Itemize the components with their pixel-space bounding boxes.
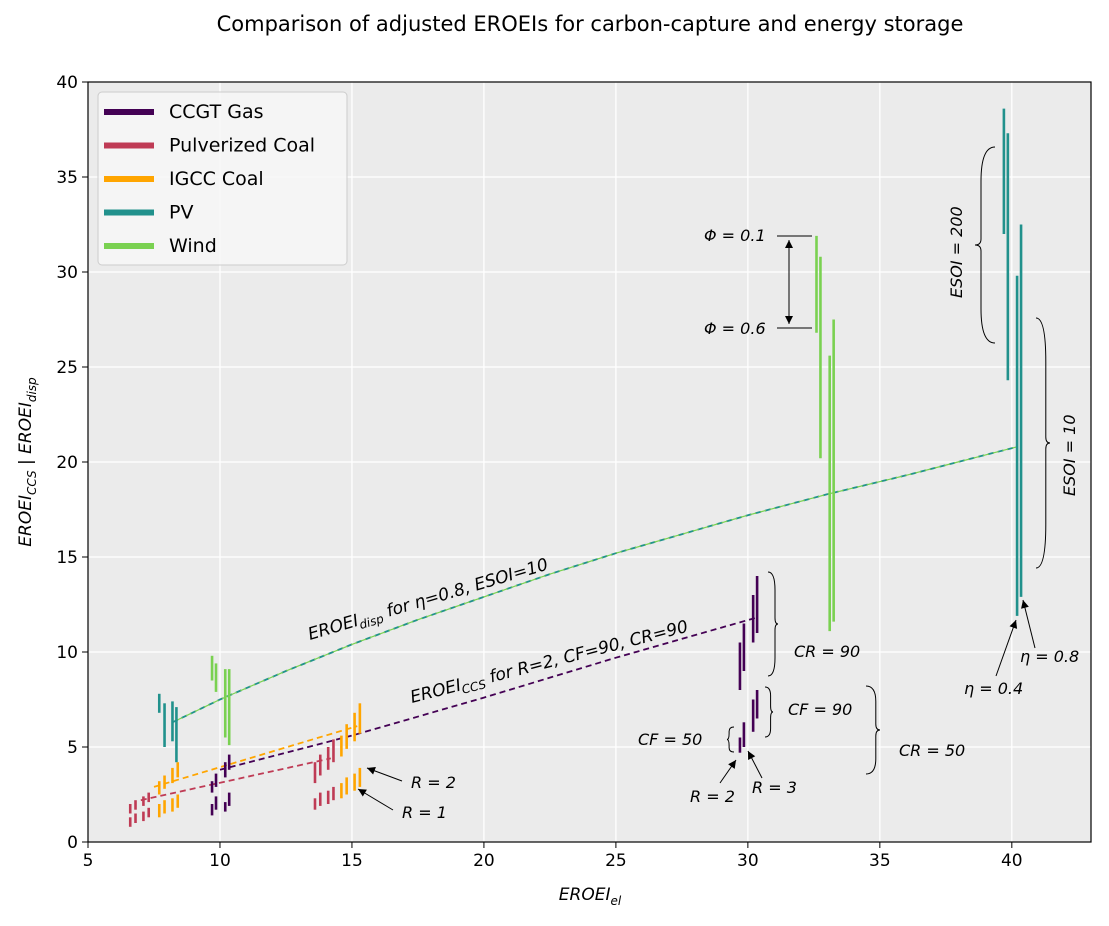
- legend-label-pulverized-coal: Pulverized Coal: [169, 135, 315, 157]
- annotation-eta-08: η = 0.8: [1020, 647, 1079, 666]
- annotation-phi-arrow-down-head: [785, 316, 793, 324]
- legend-label-igcc-coal: IGCC Coal: [169, 168, 264, 190]
- chart-title: Comparison of adjusted EROEIs for carbon…: [217, 12, 964, 36]
- annotation-r1-coal-arrow-head: [358, 789, 367, 797]
- annotation-brace-esoi-10: [1035, 317, 1051, 569]
- y-tick-label: 40: [56, 73, 78, 93]
- annotation-cr-90: CR = 90: [794, 642, 860, 661]
- y-tick-label: 20: [56, 453, 78, 473]
- y-tick-label: 10: [56, 643, 78, 663]
- annotation-brace-cr-50: [865, 685, 881, 775]
- annotation-phi-arrow-up-head: [785, 240, 793, 248]
- y-tick-label: 5: [67, 738, 78, 758]
- annotation-r3-gas-arrow-head: [748, 751, 756, 760]
- legend: CCGT Gas Pulverized Coal IGCC Coal PV Wind: [97, 91, 348, 266]
- x-tick-label: 30: [737, 851, 759, 871]
- x-tick-label: 10: [209, 851, 231, 871]
- trend-line-1: [219, 616, 757, 771]
- trend-label-ccs-sub: CCS: [460, 677, 488, 697]
- x-tick-label: 35: [869, 851, 891, 871]
- legend-items: CCGT Gas Pulverized Coal IGCC Coal PV Wind: [104, 101, 315, 257]
- trend-layer: [140, 445, 1018, 802]
- annotation-cf-90: CF = 90: [788, 700, 852, 719]
- x-tick-label: 40: [1001, 851, 1023, 871]
- legend-label-pv: PV: [169, 202, 193, 224]
- x-tick-label: 15: [341, 851, 363, 871]
- series-layer: [128, 108, 1023, 827]
- trend-line-2: [153, 725, 358, 788]
- annotation-eta-04-arrow-head: [1009, 620, 1018, 629]
- annotation-eta-04-arrow-shaft: [995, 619, 1017, 677]
- x-axis-label: EROEIel: [559, 885, 622, 908]
- annotation-r2-coal: R = 2: [411, 773, 456, 792]
- y-axis-label-part2: EROEI: [16, 402, 36, 454]
- trend-line-3: [140, 757, 331, 802]
- annotation-brace-cf-50: [726, 726, 735, 753]
- annotation-cr-50: CR = 50: [899, 741, 965, 760]
- y-tick-label: 30: [56, 263, 78, 283]
- annotation-phi-01: Φ = 0.1: [704, 226, 766, 245]
- trend-label-disp-sub: disp: [358, 611, 386, 632]
- annotation-brace-esoi-200: [974, 146, 996, 344]
- annotation-r3-gas: R = 3: [752, 778, 797, 797]
- x-axis-label-main: EROEI: [559, 885, 611, 905]
- y-axis-label-sub2: disp: [25, 377, 39, 402]
- y-tick-label: 15: [56, 548, 78, 568]
- annotation-brace-cr-90: [767, 571, 779, 677]
- annotation-eta-08-arrow-head: [1021, 600, 1029, 609]
- annotation-layer: Φ = 0.1 Φ = 0.6 ESOI = 200 ESOI = 10 η = 0.4…: [357, 146, 1079, 822]
- legend-label-wind: Wind: [169, 235, 217, 257]
- x-axis-label-sub: el: [610, 894, 621, 908]
- annotation-esoi-10: ESOI = 10: [1060, 414, 1079, 496]
- y-axis-label-sep: |: [16, 454, 36, 471]
- annotation-r2-coal-arrow-head: [367, 767, 376, 775]
- annotation-r2-gas: R = 2: [690, 787, 735, 806]
- x-tick-label: 25: [605, 851, 627, 871]
- annotation-eta-08-arrow-shaft: [1022, 599, 1036, 649]
- annotation-phi-06: Φ = 0.6: [704, 319, 766, 338]
- y-tick-label: 25: [56, 358, 78, 378]
- y-tick-label: 0: [67, 833, 78, 853]
- annotation-brace-cf-90: [764, 686, 774, 738]
- annotation-eta-04: η = 0.4: [964, 679, 1023, 698]
- annotation-cf-50: CF = 50: [638, 730, 702, 749]
- y-axis-label: EROEICCS | EROEIdisp: [16, 377, 39, 547]
- legend-label-ccgt-gas: CCGT Gas: [169, 101, 264, 123]
- annotation-r2-gas-arrow-head: [728, 760, 736, 769]
- legend-box: [97, 91, 348, 266]
- y-axis-label-sub1: CCS: [25, 470, 39, 495]
- annotation-r1-coal: R = 1: [402, 803, 447, 822]
- annotation-esoi-200: ESOI = 200: [947, 206, 966, 298]
- y-axis-label-part1: EROEI: [16, 495, 36, 547]
- trend-line-overlay-0: [172, 446, 1018, 723]
- x-tick-label: 5: [83, 851, 94, 871]
- x-tick-label: 20: [473, 851, 495, 871]
- y-tick-label: 35: [56, 168, 78, 188]
